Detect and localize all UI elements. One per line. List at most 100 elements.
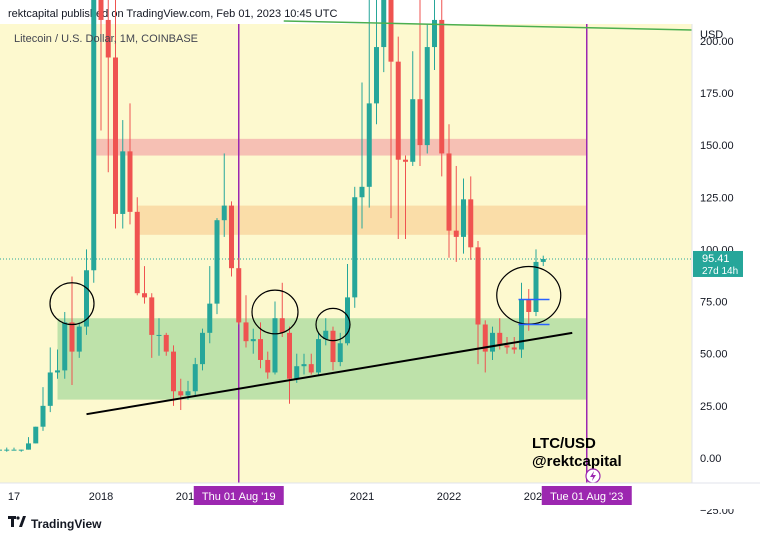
candle-body bbox=[337, 343, 343, 363]
candle-2019-07[interactable] bbox=[229, 201, 234, 277]
candle-2017-04[interactable] bbox=[33, 426, 39, 444]
candle-2021-03[interactable] bbox=[374, 0, 379, 125]
y-tick-label: 125.00 bbox=[700, 192, 734, 204]
candle-body bbox=[468, 199, 474, 248]
candle-body bbox=[18, 449, 24, 451]
candle-body bbox=[142, 293, 147, 298]
candle-body bbox=[26, 443, 31, 450]
candle-2020-09[interactable] bbox=[330, 326, 336, 371]
candle-2018-08[interactable] bbox=[149, 293, 155, 358]
candle-2018-06[interactable] bbox=[134, 197, 140, 296]
candle-2018-04[interactable] bbox=[120, 120, 126, 229]
candle-body bbox=[69, 322, 75, 352]
candle-2017-01[interactable] bbox=[11, 447, 17, 451]
vertical-lines-layer bbox=[238, 24, 588, 483]
candle-2019-04[interactable] bbox=[207, 266, 213, 344]
candle-2019-02[interactable] bbox=[192, 357, 198, 396]
candle-2022-04[interactable] bbox=[468, 176, 474, 260]
candle-body bbox=[250, 339, 256, 342]
candle-2018-05[interactable] bbox=[127, 103, 133, 225]
candle-2020-11[interactable] bbox=[345, 264, 350, 346]
candle-body bbox=[62, 322, 68, 371]
y-tick-label: 25.00 bbox=[700, 401, 728, 413]
candle-2021-11[interactable] bbox=[432, 0, 437, 71]
candle-2017-09[interactable] bbox=[69, 276, 75, 385]
candle-2020-12[interactable] bbox=[352, 186, 358, 308]
candle-2018-10[interactable] bbox=[163, 332, 169, 356]
candle-body bbox=[410, 99, 416, 162]
candle-2021-12[interactable] bbox=[439, 0, 445, 177]
candle-2021-10[interactable] bbox=[424, 24, 430, 154]
candle-2019-03[interactable] bbox=[200, 328, 205, 371]
candle-body bbox=[113, 57, 118, 214]
candle-2017-10[interactable] bbox=[76, 322, 82, 358]
candle-2018-02[interactable] bbox=[105, 0, 111, 173]
candle-2021-02[interactable] bbox=[366, 0, 372, 208]
candle-2021-05[interactable] bbox=[388, 0, 394, 219]
candle-body bbox=[258, 339, 263, 360]
support-trendline bbox=[86, 331, 573, 416]
candle-2023-02[interactable] bbox=[540, 255, 546, 267]
candle-2017-06[interactable] bbox=[47, 347, 53, 413]
y-tick-label: 50.00 bbox=[700, 349, 728, 361]
candle-2018-01[interactable] bbox=[98, 0, 104, 131]
candle-2020-08[interactable] bbox=[323, 318, 329, 346]
candle-2022-05[interactable] bbox=[475, 241, 481, 365]
candle-2021-01[interactable] bbox=[359, 82, 365, 229]
candle-2020-07[interactable] bbox=[316, 332, 321, 375]
candle-2021-07[interactable] bbox=[403, 155, 408, 239]
candle-2017-05[interactable] bbox=[40, 387, 46, 431]
vertical-line-date-label: Thu 01 Aug '19 bbox=[202, 491, 276, 503]
candle-2020-10[interactable] bbox=[337, 332, 343, 367]
candle-2021-06[interactable] bbox=[395, 36, 401, 239]
candle-body bbox=[497, 332, 503, 346]
candle-2016-11[interactable] bbox=[0, 449, 2, 452]
candle-body bbox=[374, 47, 379, 104]
candle-2018-12[interactable] bbox=[178, 378, 184, 411]
candle-2017-11[interactable] bbox=[84, 249, 89, 335]
candle-2019-05[interactable] bbox=[214, 218, 220, 315]
candle-2021-08[interactable] bbox=[410, 51, 416, 166]
x-axis: 17201820192020212022202324Thu 01 Aug '19… bbox=[0, 482, 760, 509]
candle-2018-09[interactable] bbox=[156, 318, 162, 356]
candle-2022-01[interactable] bbox=[446, 124, 452, 258]
candle-2018-11[interactable] bbox=[171, 345, 176, 406]
candle-2017-07[interactable] bbox=[55, 349, 60, 379]
candle-2023-01[interactable] bbox=[533, 249, 539, 317]
vertical-line-date-badge-1 bbox=[193, 486, 284, 505]
candle-2017-03[interactable] bbox=[26, 437, 31, 450]
tradingview-brand[interactable]: TradingView bbox=[8, 516, 101, 531]
y-axis-label: USD bbox=[700, 29, 723, 41]
candle-2022-10[interactable] bbox=[511, 337, 517, 354]
candle-body bbox=[352, 197, 358, 298]
candle-2019-09[interactable] bbox=[243, 295, 249, 348]
candle-2021-09[interactable] bbox=[417, 0, 423, 166]
candle-2022-03[interactable] bbox=[461, 178, 466, 254]
candle-body bbox=[540, 258, 546, 262]
candle-2022-07[interactable] bbox=[490, 326, 495, 360]
candle-2020-05[interactable] bbox=[301, 353, 307, 375]
candle-2019-12[interactable] bbox=[265, 351, 271, 379]
candle-body bbox=[178, 391, 184, 396]
candle-2020-03[interactable] bbox=[287, 326, 292, 404]
candle-2020-02[interactable] bbox=[279, 282, 285, 338]
candle-2016-12[interactable] bbox=[4, 447, 10, 452]
y-tick-label: 150.00 bbox=[700, 140, 734, 152]
candle-2019-06[interactable] bbox=[221, 153, 227, 237]
candle-2019-10[interactable] bbox=[250, 328, 256, 354]
candle-2020-06[interactable] bbox=[308, 353, 314, 375]
candle-2018-03[interactable] bbox=[113, 0, 118, 229]
candle-2022-09[interactable] bbox=[504, 337, 510, 354]
candle-2022-02[interactable] bbox=[453, 165, 459, 262]
chart-title: Litecoin / U.S. Dollar, 1M, COINBASE bbox=[14, 33, 198, 45]
candle-2018-07[interactable] bbox=[142, 266, 147, 304]
candle-body bbox=[207, 303, 213, 333]
candle-2017-02[interactable] bbox=[18, 449, 24, 452]
candle-body bbox=[526, 299, 532, 312]
candle-2019-08[interactable] bbox=[236, 257, 242, 325]
candle-2017-12[interactable] bbox=[91, 0, 97, 283]
candle-body bbox=[243, 322, 249, 342]
candle-2020-01[interactable] bbox=[272, 301, 278, 375]
candle-2019-11[interactable] bbox=[258, 322, 263, 369]
